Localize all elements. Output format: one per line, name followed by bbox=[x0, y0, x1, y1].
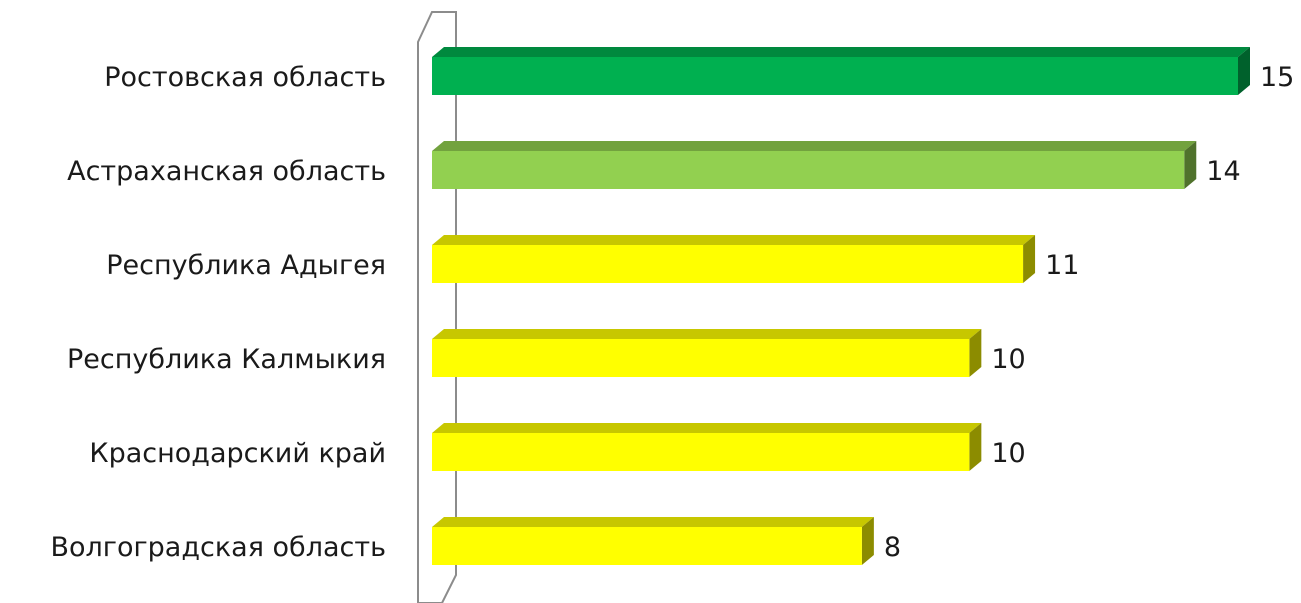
bar-top-face bbox=[432, 423, 982, 433]
bar-front-face bbox=[432, 57, 1238, 95]
bar-side-face bbox=[1184, 141, 1197, 189]
bar bbox=[432, 329, 982, 377]
bar-top-face bbox=[432, 517, 874, 527]
bar-front-face bbox=[432, 339, 970, 377]
bars bbox=[432, 47, 1250, 565]
value-labels: 15 14 11 10 10 8 bbox=[884, 62, 1294, 563]
bar-side-face bbox=[861, 517, 874, 565]
bar-side-face bbox=[1238, 47, 1250, 95]
category-labels: Ростовская область Астраханская область Ре… bbox=[50, 62, 386, 563]
category-label: Республика Адыгея bbox=[106, 250, 386, 281]
bar-side-face bbox=[1023, 235, 1036, 283]
category-label: Ростовская область bbox=[104, 62, 386, 93]
bar bbox=[432, 235, 1036, 283]
bar bbox=[432, 423, 982, 471]
data-label: 14 bbox=[1206, 156, 1240, 187]
bar-front-face bbox=[432, 527, 862, 565]
data-label: 15 bbox=[1260, 62, 1294, 93]
bar-top-face bbox=[432, 329, 982, 339]
category-label: Республика Калмыкия bbox=[67, 344, 386, 375]
bar bbox=[432, 517, 874, 565]
category-label: Краснодарский край bbox=[89, 438, 386, 469]
category-label: Астраханская область bbox=[67, 156, 386, 187]
bar-top-face bbox=[432, 235, 1036, 245]
bar-top-face bbox=[432, 141, 1197, 151]
bar-side-face bbox=[969, 423, 982, 471]
data-label: 10 bbox=[991, 438, 1025, 469]
category-label: Волгоградская область bbox=[50, 532, 386, 563]
data-label: 11 bbox=[1045, 250, 1079, 281]
axis-wall bbox=[417, 11, 457, 603]
bar-front-face bbox=[432, 151, 1185, 189]
bar-top-face bbox=[432, 47, 1250, 57]
bar-side-face bbox=[969, 329, 982, 377]
bar-front-face bbox=[432, 245, 1024, 283]
bar-front-face bbox=[432, 433, 970, 471]
data-label: 8 bbox=[884, 532, 901, 563]
bar bbox=[432, 47, 1250, 95]
data-label: 10 bbox=[991, 344, 1025, 375]
bar bbox=[432, 141, 1197, 189]
